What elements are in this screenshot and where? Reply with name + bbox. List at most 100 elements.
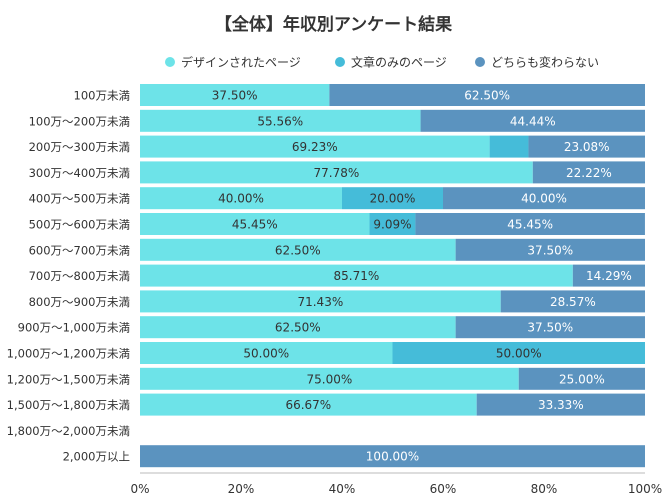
legend-label: デザインされたページ [181, 55, 301, 70]
plot-area: 100万未満 37.50% 62.50% 100万～200万未満 55.56% 44.44… [7, 84, 645, 468]
bar-segment [572, 264, 645, 287]
data-label: 9.09% [373, 218, 411, 232]
legend-item: デザインされたページ [165, 55, 301, 70]
x-tick-label: 60% [430, 482, 457, 496]
data-label: 14.29% [586, 269, 632, 283]
bar-row: 1,000万～1,200万未満 50.00% 50.00% [7, 342, 645, 364]
legend-label: 文章のみのページ [351, 55, 447, 70]
bar-segment [140, 445, 645, 468]
x-tick-label: 20% [228, 482, 255, 496]
category-label: 1,000万～1,200万未満 [7, 347, 130, 361]
bar-row: 300万～400万未満 77.78% 22.22% [29, 161, 645, 184]
bar-segment [140, 290, 501, 313]
x-tick-label: 100% [628, 482, 662, 496]
bar-segment [140, 367, 519, 390]
category-label: 400万～500万未満 [29, 192, 130, 206]
data-label: 66.67% [285, 398, 331, 412]
data-label: 50.00% [243, 347, 289, 361]
bar-segment [415, 213, 645, 235]
legend-item: 文章のみのページ [335, 55, 447, 70]
data-label: 45.45% [507, 218, 553, 232]
bar-segment [342, 187, 443, 210]
bar-segment [420, 109, 645, 132]
data-label: 37.50% [527, 243, 573, 257]
bar-segment [500, 290, 645, 313]
bar-segment [140, 238, 456, 261]
data-label: 40.00% [521, 192, 567, 206]
bar-segment [455, 316, 645, 339]
legend-swatch [475, 57, 485, 67]
bar-segment [140, 264, 573, 287]
data-label: 62.50% [275, 321, 321, 335]
category-label: 1,500万～1,800万未満 [7, 398, 130, 412]
bar-row: 600万～700万未満 62.50% 37.50% [29, 238, 645, 261]
data-label: 100.00% [366, 450, 419, 464]
x-tick-label: 40% [329, 482, 356, 496]
data-label: 33.33% [538, 398, 584, 412]
legend-swatch [335, 57, 345, 67]
bar-segment [329, 84, 645, 106]
bar-segment [140, 161, 533, 184]
category-label: 1,800万～2,000万未満 [7, 424, 130, 438]
data-label: 28.57% [550, 295, 596, 309]
data-label: 50.00% [496, 347, 542, 361]
data-label: 25.00% [559, 372, 605, 386]
bar-segment [140, 187, 342, 210]
bar-row: 800万～900万未満 71.43% 28.57% [29, 290, 645, 313]
data-label: 22.22% [566, 166, 612, 180]
bar-row: 700万～800万未満 85.71% 14.29% [29, 264, 645, 287]
bar-row: 2,000万以上 100.00% [63, 445, 645, 468]
bar-segment [489, 135, 529, 158]
bar-segment [528, 135, 645, 158]
data-label: 40.00% [218, 192, 264, 206]
bar-segment [140, 213, 370, 235]
bar-row: 400万～500万未満 40.00% 20.00% 40.00% [29, 187, 645, 210]
legend-label: どちらも変わらない [491, 55, 599, 70]
data-label: 45.45% [232, 218, 278, 232]
x-axis: 0% 20% 40% 60% 80% 100% [130, 472, 662, 496]
category-label: 2,000万以上 [63, 450, 130, 464]
bar-segment [140, 342, 393, 364]
data-label: 37.50% [212, 89, 258, 103]
category-label: 1,200万～1,500万未満 [7, 372, 130, 386]
bar-segment [392, 342, 645, 364]
bar-segment [455, 238, 645, 261]
category-label: 100万～200万未満 [29, 114, 130, 128]
bar-segment [476, 393, 645, 416]
category-label: 300万～400万未満 [29, 166, 130, 180]
data-label: 37.50% [527, 321, 573, 335]
data-label: 77.78% [314, 166, 360, 180]
data-label: 69.23% [292, 140, 338, 154]
bar-row: 100万未満 37.50% 62.50% [74, 84, 645, 106]
data-label: 85.71% [334, 269, 380, 283]
data-label: 20.00% [370, 192, 416, 206]
data-label: 75.00% [306, 372, 352, 386]
bar-segment [140, 393, 477, 416]
data-label: 62.50% [464, 89, 510, 103]
category-label: 600万～700万未満 [29, 243, 130, 257]
chart-title: 【全体】年収別アンケート結果 [215, 14, 452, 35]
category-label: 200万～300万未満 [29, 140, 130, 154]
bar-segment [518, 367, 645, 390]
bar-row: 200万～300万未満 69.23% 23.08% [29, 135, 645, 158]
bar-segment [140, 109, 421, 132]
data-label: 55.56% [257, 114, 303, 128]
bar-row: 500万～600万未満 45.45% 9.09% 45.45% [29, 213, 645, 235]
legend-item: どちらも変わらない [475, 55, 599, 70]
category-label: 100万未満 [74, 89, 130, 103]
data-label: 71.43% [297, 295, 343, 309]
category-label: 500万～600万未満 [29, 218, 130, 232]
bar-row: 1,800万～2,000万未満 [7, 424, 130, 438]
x-tick-label: 0% [130, 482, 149, 496]
data-label: 44.44% [510, 114, 556, 128]
bar-row: 900万～1,000万未満 62.50% 37.50% [18, 316, 645, 339]
bar-row: 100万～200万未満 55.56% 44.44% [29, 109, 645, 132]
category-label: 800万～900万未満 [29, 295, 130, 309]
data-label: 62.50% [275, 243, 321, 257]
bar-segment [140, 84, 330, 106]
bar-segment [443, 187, 645, 210]
bar-row: 1,500万～1,800万未満 66.67% 33.33% [7, 393, 645, 416]
data-label: 23.08% [564, 140, 610, 154]
bar-row: 1,200万～1,500万未満 75.00% 25.00% [7, 367, 645, 390]
